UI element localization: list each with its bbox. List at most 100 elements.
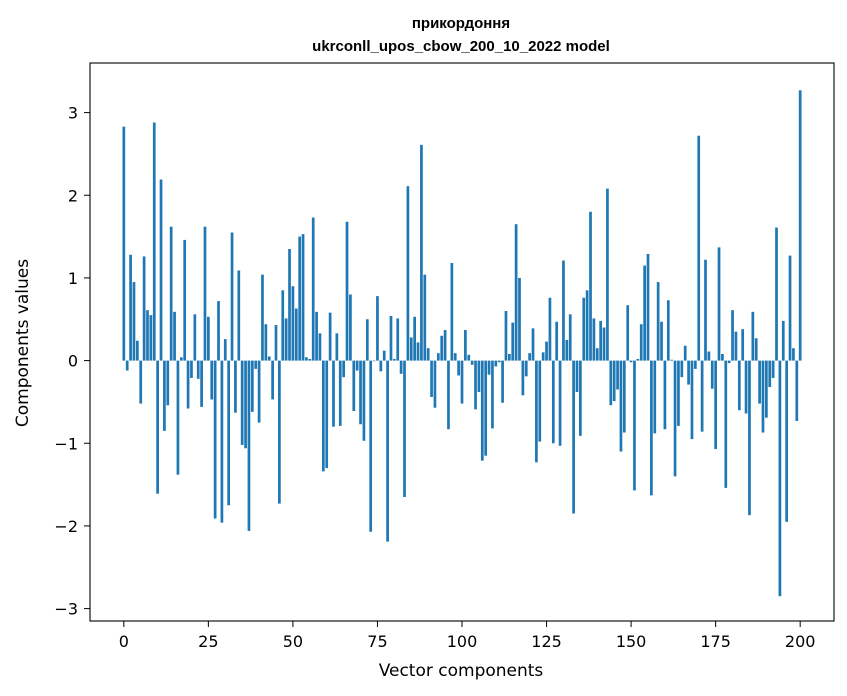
bar-component-1 xyxy=(125,360,129,371)
x-tick-label-125: 125 xyxy=(531,632,562,651)
bar-component-144 xyxy=(609,360,613,406)
bar-component-176 xyxy=(717,247,721,361)
bar-component-162 xyxy=(670,359,674,361)
bar-component-116 xyxy=(514,224,518,361)
bar-component-156 xyxy=(650,360,653,496)
bar-component-190 xyxy=(765,360,768,418)
bar-component-82 xyxy=(399,360,403,374)
bar-component-42 xyxy=(264,324,268,361)
bar-component-3 xyxy=(132,282,136,361)
bar-component-110 xyxy=(494,360,498,367)
bar-component-96 xyxy=(447,360,450,430)
bar-component-79 xyxy=(389,315,393,361)
bar-component-114 xyxy=(507,353,511,361)
bar-component-24 xyxy=(203,226,207,361)
bar-component-18 xyxy=(183,239,187,361)
bar-component-180 xyxy=(731,310,734,361)
bar-component-117 xyxy=(518,277,521,361)
bar-component-33 xyxy=(234,360,237,413)
bar-component-182 xyxy=(737,360,741,411)
bar-component-0 xyxy=(122,126,126,361)
bar-component-74 xyxy=(372,360,376,362)
bar-component-127 xyxy=(551,360,555,444)
chart-title-line-1: прикордоння xyxy=(412,15,510,32)
bar-component-135 xyxy=(579,360,582,436)
y-tick-label-2: 2 xyxy=(68,186,78,205)
bar-component-53 xyxy=(301,234,305,361)
bar-component-169 xyxy=(693,360,697,369)
x-tick-label-75: 75 xyxy=(367,632,387,651)
bar-component-29 xyxy=(220,360,224,523)
bar-component-49 xyxy=(288,249,291,361)
bar-component-52 xyxy=(298,236,302,361)
bar-component-109 xyxy=(491,360,494,429)
y-axis-ticks: −3 −2 −1 0 1 2 3 xyxy=(54,104,90,619)
bar-component-161 xyxy=(666,300,670,361)
bar-component-154 xyxy=(643,265,646,361)
bar-component-22 xyxy=(196,360,200,379)
bar-component-129 xyxy=(558,360,562,446)
chart-title-line-2: ukrconll_upos_cbow_200_10_2022 model xyxy=(312,38,610,55)
bar-component-130 xyxy=(562,260,565,361)
bar-component-119 xyxy=(524,360,528,377)
bar-component-167 xyxy=(687,360,690,385)
bar-component-172 xyxy=(704,259,707,361)
bar-component-139 xyxy=(592,318,596,361)
bar-component-103 xyxy=(470,360,474,365)
bar-component-124 xyxy=(541,352,545,361)
x-tick-label-0: 0 xyxy=(119,632,129,651)
bar-component-155 xyxy=(646,253,650,361)
bar-component-88 xyxy=(420,144,423,361)
bar-component-181 xyxy=(734,331,738,361)
bar-component-189 xyxy=(761,360,765,433)
bar-component-15 xyxy=(173,311,176,361)
bar-component-26 xyxy=(210,360,214,400)
bar-component-11 xyxy=(159,179,163,361)
bar-component-37 xyxy=(247,360,251,531)
bar-component-61 xyxy=(328,312,332,361)
bar-component-183 xyxy=(741,329,745,361)
bar-component-101 xyxy=(464,330,467,361)
bar-component-34 xyxy=(237,270,241,361)
bar-component-21 xyxy=(193,314,197,361)
x-tick-label-150: 150 xyxy=(616,632,647,651)
bar-component-108 xyxy=(487,360,491,375)
bar-component-192 xyxy=(771,360,775,378)
bar-component-56 xyxy=(311,217,315,361)
bar-component-107 xyxy=(484,360,488,456)
bar-component-149 xyxy=(626,305,630,361)
bar-component-97 xyxy=(450,263,454,361)
bar-component-39 xyxy=(254,360,258,369)
bar-component-99 xyxy=(457,360,460,376)
bar-component-63 xyxy=(335,333,339,361)
bar-component-122 xyxy=(535,360,538,463)
bar-component-51 xyxy=(294,308,298,361)
bar-component-84 xyxy=(406,186,410,361)
bar-component-125 xyxy=(545,341,548,361)
bar-component-48 xyxy=(284,318,288,361)
bar-component-123 xyxy=(538,360,542,442)
bar-component-50 xyxy=(291,286,295,361)
bar-component-194 xyxy=(778,360,782,597)
bar-component-186 xyxy=(751,311,755,361)
bar-component-81 xyxy=(396,318,400,361)
bar-component-85 xyxy=(409,337,413,361)
y-axis-label: Components values xyxy=(13,259,33,427)
bar-component-153 xyxy=(639,324,643,361)
bar-component-62 xyxy=(332,360,335,427)
bar-component-142 xyxy=(602,327,606,361)
bar-component-179 xyxy=(727,360,731,364)
bar-component-102 xyxy=(467,354,471,361)
bar-component-28 xyxy=(217,301,220,361)
bar-component-2 xyxy=(129,254,132,361)
y-tick-label-0: 0 xyxy=(68,352,78,371)
bar-component-66 xyxy=(345,221,349,361)
y-tick-label--2: −2 xyxy=(54,517,78,536)
bar-component-70 xyxy=(359,360,362,425)
bar-component-35 xyxy=(240,360,244,445)
bar-component-93 xyxy=(436,353,440,361)
x-tick-label-175: 175 xyxy=(700,632,731,651)
bar-component-75 xyxy=(376,296,379,361)
bar-component-165 xyxy=(680,360,684,378)
bar-component-58 xyxy=(318,333,322,361)
